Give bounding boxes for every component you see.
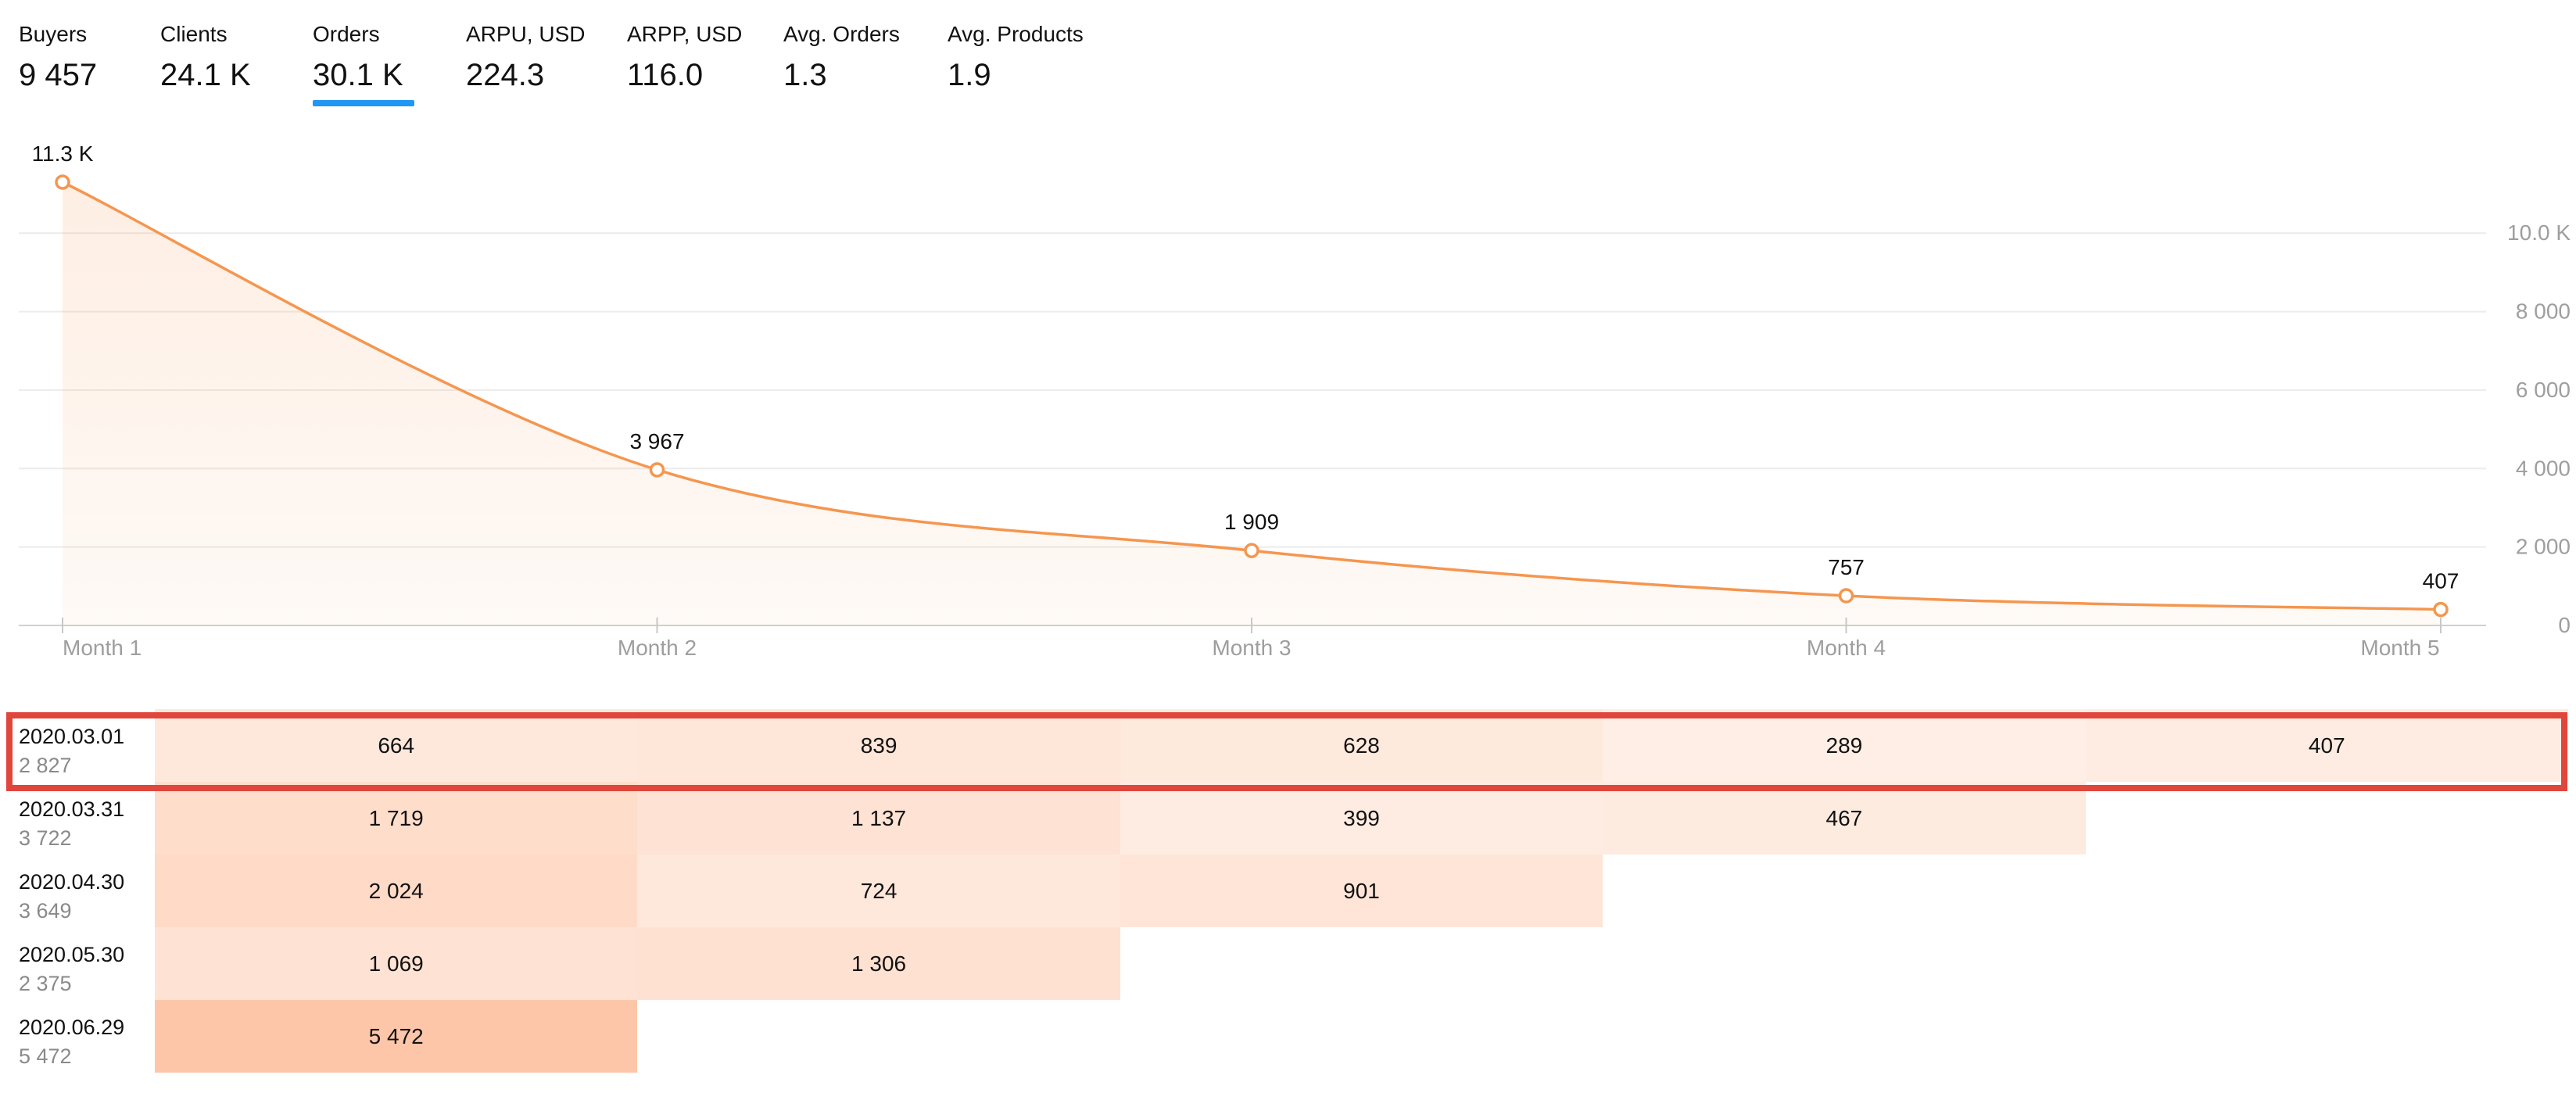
- metric-value: 9 457: [19, 58, 98, 92]
- metric-label: Avg. Products: [948, 22, 1084, 46]
- series-area: [63, 182, 2441, 625]
- cohort-size: 2 827: [19, 754, 72, 777]
- table-cell: 1 137: [637, 782, 1120, 855]
- data-label: 407: [2423, 569, 2460, 593]
- table-cell: 664: [155, 709, 638, 782]
- table-row[interactable]: 2020.06.29 5 472 5 472: [0, 1000, 2576, 1073]
- y-tick-label: 2 000: [2516, 535, 2571, 559]
- x-tick-label: Month 3: [1212, 636, 1291, 660]
- metric-tab-buyers[interactable]: Buyers 9 457: [19, 22, 97, 93]
- x-tick-label: Month 4: [1807, 636, 1886, 660]
- y-tick-label: 10.0 K: [2507, 220, 2571, 245]
- metric-tab-arpp[interactable]: ARPP, USD 116.0: [627, 22, 742, 93]
- metric-tab-arpu[interactable]: ARPU, USD 224.3: [466, 22, 585, 93]
- table-cell: 1 069: [155, 927, 638, 1000]
- y-tick-label: 6 000: [2516, 378, 2571, 402]
- table-cell: 399: [1120, 782, 1603, 855]
- metric-value: 116.0: [627, 58, 704, 92]
- table-cell: 467: [1603, 782, 2086, 855]
- cohort-size: 5 472: [19, 1044, 72, 1068]
- metric-tab-avg-orders[interactable]: Avg. Orders 1.3: [783, 22, 900, 93]
- table-row[interactable]: 2020.05.30 2 375 1 069 1 306: [0, 927, 2576, 1000]
- table-row[interactable]: 2020.03.31 3 722 1 719 1 137 399 467: [0, 782, 2576, 855]
- metric-value: 24.1 K: [160, 58, 251, 92]
- metric-label: Clients: [160, 22, 228, 46]
- metric-value: 1.9: [948, 58, 991, 92]
- orders-area-chart: 0 2 000 4 000 6 000 8 000 10.0 K Month 1 11.3 K…: [19, 142, 2571, 660]
- table-cell: 1 306: [637, 927, 1120, 1000]
- cohort-date: 2020.04.30: [19, 870, 125, 894]
- metric-label: Orders: [313, 22, 380, 46]
- table-cell: 724: [637, 855, 1120, 927]
- table-cell: 901: [1120, 855, 1603, 927]
- metric-value: 224.3: [466, 58, 545, 92]
- y-tick-label: 0: [2558, 613, 2571, 637]
- data-label: 1 909: [1224, 510, 1279, 534]
- metric-label: ARPU, USD: [466, 22, 586, 46]
- metric-label: ARPP, USD: [627, 22, 743, 46]
- data-point: [2433, 601, 2449, 618]
- cohort-table: 2020.03.01 2 827 664 839 628 289 407 2020.03.31…: [0, 709, 2576, 1100]
- table-cell: 2 024: [155, 855, 638, 927]
- x-tick-label: Month 2: [618, 636, 697, 660]
- cohort-size: 3 722: [19, 826, 72, 850]
- cohort-size: 3 649: [19, 899, 72, 923]
- table-cell: 5 472: [155, 1000, 638, 1073]
- table-row[interactable]: 2020.04.30 3 649 2 024 724 901: [0, 855, 2576, 927]
- data-point: [1244, 543, 1259, 558]
- cohort-date: 2020.03.01: [19, 725, 125, 748]
- metric-value: 1.3: [783, 58, 827, 92]
- data-point: [649, 462, 665, 478]
- table-cell: 289: [1603, 709, 2086, 782]
- y-tick-label: 8 000: [2516, 299, 2571, 324]
- data-label: 3 967: [629, 429, 684, 453]
- x-tick-label: Month 1: [63, 636, 142, 660]
- metric-label: Buyers: [19, 22, 88, 46]
- active-tab-indicator: [313, 100, 414, 106]
- table-cell: 407: [2085, 709, 2568, 782]
- data-label: 11.3 K: [32, 142, 94, 166]
- cohort-date: 2020.06.29: [19, 1016, 125, 1039]
- metric-tab-avg-products[interactable]: Avg. Products 1.9: [948, 22, 1084, 93]
- cohort-date: 2020.05.30: [19, 943, 125, 966]
- table-cell: 1 719: [155, 782, 638, 855]
- table-cell: 628: [1120, 709, 1603, 782]
- data-label: 757: [1828, 555, 1865, 579]
- x-tick-label: Month 5: [2360, 636, 2439, 660]
- metric-tab-orders[interactable]: Orders 30.1 K: [313, 22, 403, 93]
- cohort-size: 2 375: [19, 972, 72, 995]
- metric-value: 30.1 K: [313, 58, 403, 92]
- table-cell: 839: [637, 709, 1120, 782]
- metric-tab-clients[interactable]: Clients 24.1 K: [160, 22, 251, 93]
- metric-tabs: Buyers 9 457 Clients 24.1 K Orders 30.1 …: [0, 0, 1251, 117]
- cohort-header: 2020.03.01 2 827: [0, 709, 155, 782]
- y-tick-label: 4 000: [2516, 456, 2571, 480]
- cohort-header: 2020.04.30 3 649: [0, 855, 155, 927]
- metric-label: Avg. Orders: [783, 22, 900, 46]
- cohort-date: 2020.03.31: [19, 797, 125, 821]
- data-point: [55, 174, 70, 190]
- table-row[interactable]: 2020.03.01 2 827 664 839 628 289 407: [0, 709, 2576, 782]
- data-point: [1838, 588, 1854, 604]
- cohort-header: 2020.05.30 2 375: [0, 927, 155, 1000]
- cohort-header: 2020.06.29 5 472: [0, 1000, 155, 1073]
- cohort-header: 2020.03.31 3 722: [0, 782, 155, 855]
